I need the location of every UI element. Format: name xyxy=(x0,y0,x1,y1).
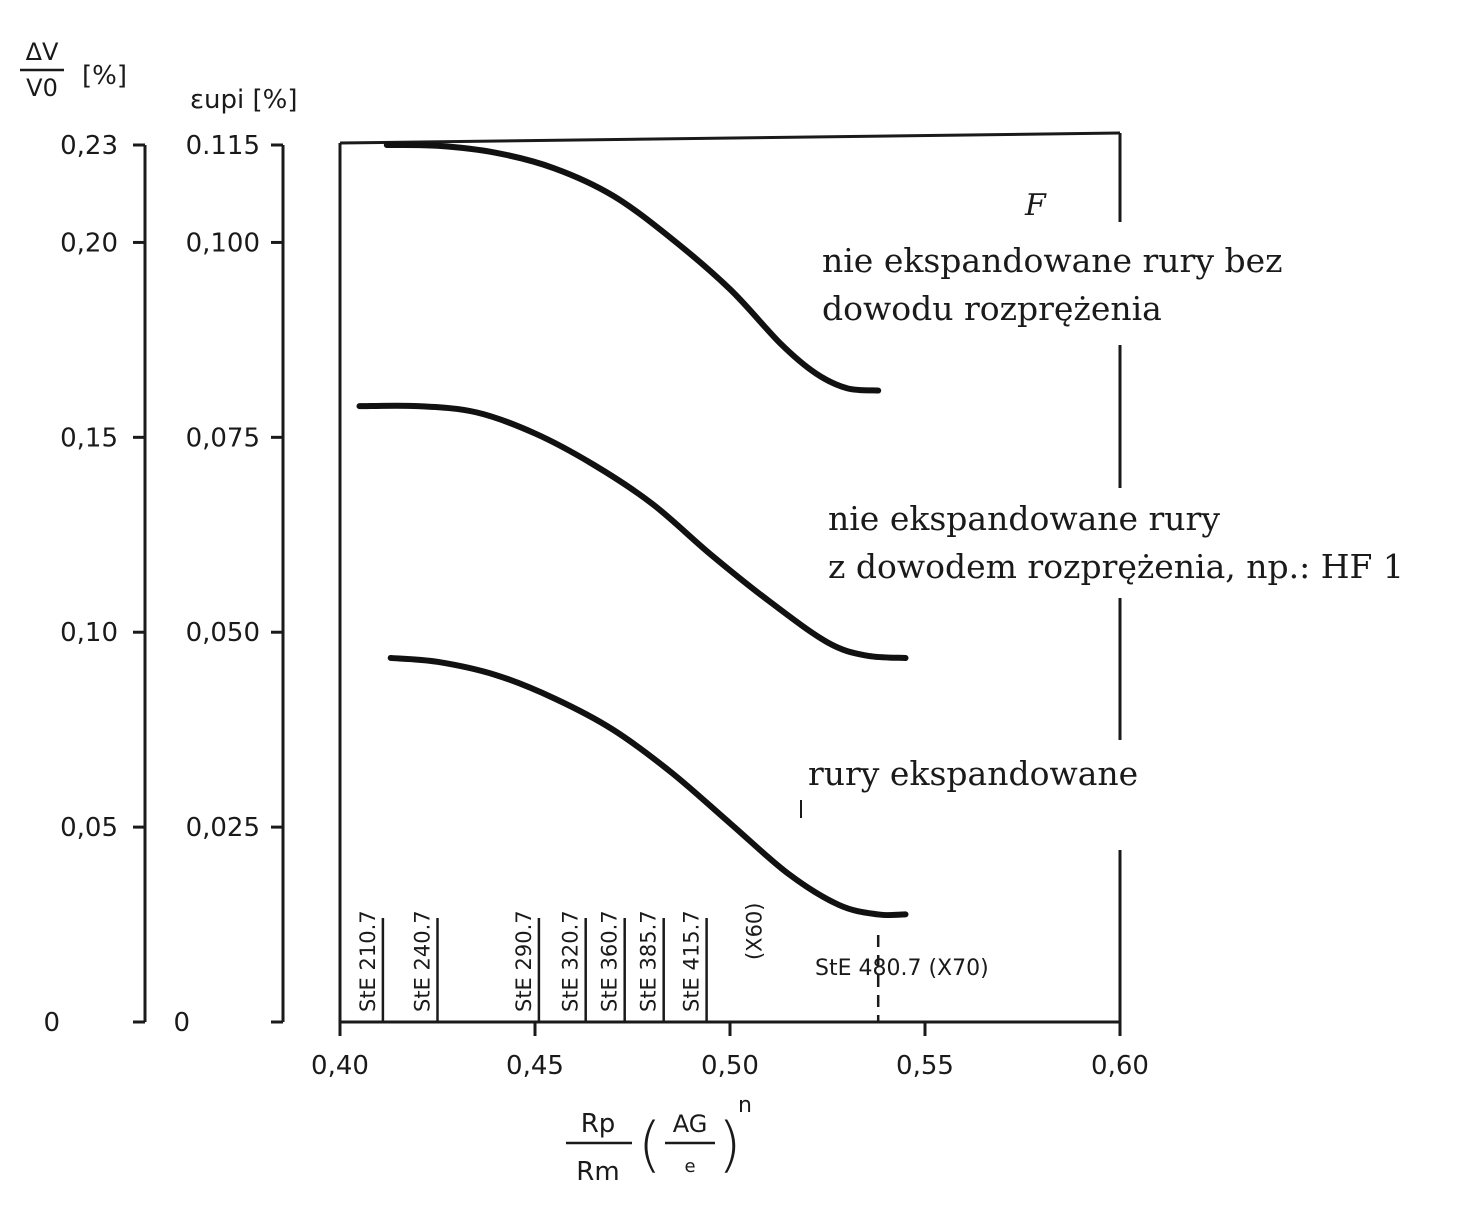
steel-grade-label: StE 210.7 xyxy=(356,910,380,1012)
x-axis-tick-label: 0,55 xyxy=(896,1051,954,1081)
x-axis-label-top: Rp xyxy=(581,1109,616,1139)
annotation-labels: nie ekspandowane rury bez dowodu rozpręże… xyxy=(800,188,1404,818)
series-label-2: nie ekspandowane rury xyxy=(828,499,1220,538)
left-axis-tick-label: 0,05 xyxy=(60,813,118,843)
x-axis-tick-label: 0,60 xyxy=(1091,1051,1149,1081)
right-axis-label: εupi [%] xyxy=(190,85,298,115)
left-axis-tick-label: 0,23 xyxy=(60,131,118,161)
x-axis-label-paren-top: AG xyxy=(673,1110,708,1138)
left-axis-label-bottom: V0 xyxy=(26,74,58,102)
right-axis-tick-label: 0,075 xyxy=(186,423,260,453)
series-label-2: z dowodem rozprężenia, np.: HF 1 xyxy=(828,547,1404,586)
x-axis-tick-label: 0,40 xyxy=(311,1051,369,1081)
steel-grade-label: StE 385.7 xyxy=(637,910,661,1012)
steel-grade-label: StE 415.7 xyxy=(680,910,704,1012)
x-axis-tick-label: 0,45 xyxy=(506,1051,564,1081)
series-label-1: dowodu rozprężenia xyxy=(822,289,1162,328)
left-axis-unit: [%] xyxy=(82,61,127,91)
x-axis-label-paren-bottom: e xyxy=(684,1156,695,1177)
right-axis-tick-label: 0.115 xyxy=(186,131,260,161)
left-axis-tick-label: 0 xyxy=(43,1008,60,1038)
series-line-3 xyxy=(387,654,909,919)
x-axis-label-paren-close: ) xyxy=(718,1110,741,1180)
series-line-2 xyxy=(356,402,909,661)
steel-grade-label: StE 320.7 xyxy=(559,910,583,1012)
x-axis-label-paren-open: ( xyxy=(638,1110,661,1180)
axes-group: 0 0,05 0,10 0,15 0,20 0,23 0 0,025 0,050 0,075 0,1… xyxy=(20,38,1149,1187)
left-axis-label-top: ΔV xyxy=(26,38,59,66)
steel-grade-label: StE 240.7 xyxy=(411,910,435,1012)
right-axis-tick-label: 0 xyxy=(173,1008,190,1038)
left-axis-tick-label: 0,15 xyxy=(60,423,118,453)
x-axis-label-exponent: n xyxy=(738,1093,752,1118)
left-axis-tick-label: 0,20 xyxy=(60,228,118,258)
plot-frame-top xyxy=(339,131,1121,145)
x-axis-label-bottom: Rm xyxy=(576,1157,619,1187)
series-curves xyxy=(356,141,909,919)
steel-grade-label: (X60) xyxy=(743,903,767,961)
series-line-1 xyxy=(383,141,882,394)
steel-grade-label-x70: StE 480.7 (X70) xyxy=(815,956,989,981)
series-label-1: nie ekspandowane rury bez xyxy=(822,241,1283,280)
steel-grade-label: StE 290.7 xyxy=(512,910,536,1012)
left-axis-tick-label: 0,10 xyxy=(60,618,118,648)
right-axis-tick-label: 0,100 xyxy=(186,228,260,258)
corner-mark: F xyxy=(1024,188,1047,223)
right-axis-tick-label: 0,050 xyxy=(186,618,260,648)
steel-grade-markers: StE 210.7 StE 240.7 StE 290.7 StE 320.7 StE … xyxy=(356,903,989,1022)
series-label-3: rury ekspandowane xyxy=(808,754,1138,793)
right-axis-tick-label: 0,025 xyxy=(186,813,260,843)
x-axis-tick-label: 0,50 xyxy=(701,1051,759,1081)
steel-grade-label: StE 360.7 xyxy=(598,910,622,1012)
